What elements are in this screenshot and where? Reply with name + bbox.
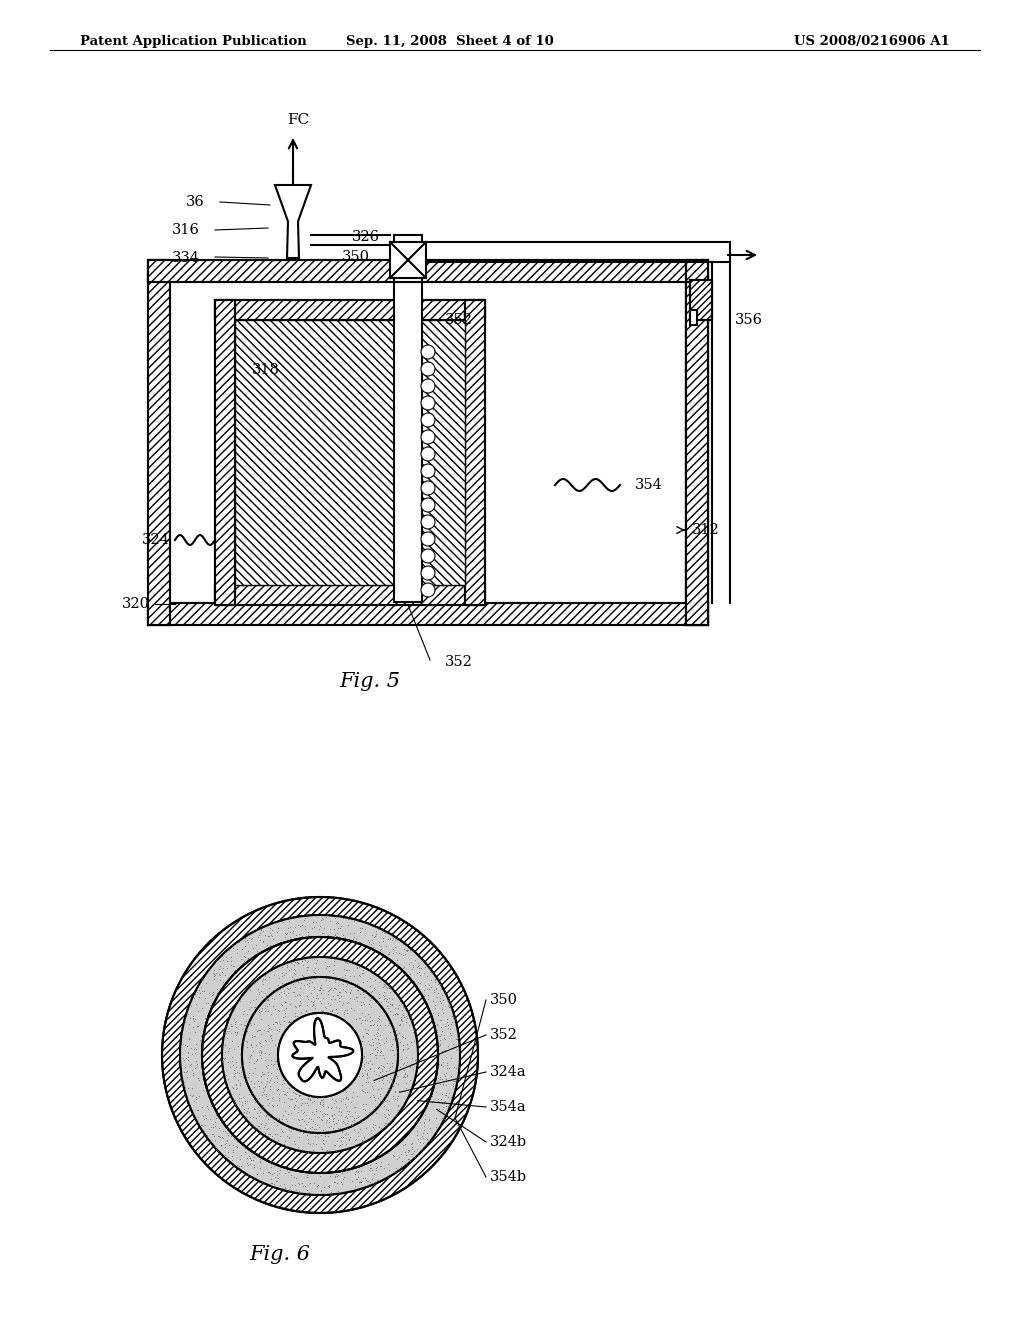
Text: 356: 356 <box>735 313 763 327</box>
Circle shape <box>202 937 438 1173</box>
Bar <box>690 280 712 319</box>
Bar <box>170 282 686 603</box>
Circle shape <box>421 515 435 529</box>
Polygon shape <box>275 185 311 257</box>
Text: 352: 352 <box>445 655 473 669</box>
Circle shape <box>421 532 435 546</box>
Bar <box>148 260 170 624</box>
Text: 324: 324 <box>142 533 170 546</box>
Text: Sep. 11, 2008  Sheet 4 of 10: Sep. 11, 2008 Sheet 4 of 10 <box>346 36 554 48</box>
Text: Patent Application Publication: Patent Application Publication <box>80 36 307 48</box>
Circle shape <box>421 566 435 579</box>
Circle shape <box>202 937 438 1173</box>
Circle shape <box>421 583 435 597</box>
Text: 36: 36 <box>186 195 205 209</box>
Circle shape <box>162 898 478 1213</box>
Bar <box>465 300 485 605</box>
Circle shape <box>421 549 435 564</box>
Text: 350: 350 <box>490 993 518 1007</box>
Bar <box>215 300 234 605</box>
Circle shape <box>421 379 435 393</box>
Circle shape <box>421 345 435 359</box>
Circle shape <box>180 915 460 1195</box>
Circle shape <box>278 1012 362 1097</box>
Circle shape <box>222 957 418 1152</box>
Text: Fig. 5: Fig. 5 <box>340 672 400 690</box>
Circle shape <box>421 413 435 426</box>
Circle shape <box>222 957 418 1152</box>
Bar <box>394 282 422 602</box>
Text: 334: 334 <box>172 251 200 265</box>
Bar <box>234 319 465 585</box>
Bar <box>215 300 485 319</box>
Bar <box>215 300 485 319</box>
Bar <box>390 242 426 279</box>
Text: 326: 326 <box>352 230 380 244</box>
Circle shape <box>180 915 460 1195</box>
Text: 316: 316 <box>172 223 200 238</box>
Bar <box>148 260 708 282</box>
Circle shape <box>421 465 435 478</box>
Circle shape <box>242 977 398 1133</box>
Bar <box>234 319 465 585</box>
Text: 354b: 354b <box>490 1170 527 1184</box>
Bar <box>148 603 708 624</box>
Bar <box>465 300 485 605</box>
Text: 352: 352 <box>445 313 473 327</box>
Text: US 2008/0216906 A1: US 2008/0216906 A1 <box>795 36 950 48</box>
Circle shape <box>421 498 435 512</box>
Bar <box>394 235 422 282</box>
Bar <box>215 300 234 605</box>
Text: 320: 320 <box>122 597 150 611</box>
Bar <box>148 260 708 282</box>
Text: 312: 312 <box>692 523 720 537</box>
Circle shape <box>421 396 435 411</box>
Text: 354a: 354a <box>490 1100 526 1114</box>
Text: 350: 350 <box>342 249 370 264</box>
Bar <box>148 260 170 624</box>
Circle shape <box>421 447 435 461</box>
Text: 324b: 324b <box>490 1135 527 1148</box>
Circle shape <box>242 977 398 1133</box>
Bar <box>686 282 708 624</box>
Bar <box>690 310 697 325</box>
Text: 352: 352 <box>490 1028 518 1041</box>
Text: 324a: 324a <box>490 1065 526 1078</box>
Circle shape <box>421 480 435 495</box>
Text: 354: 354 <box>635 478 663 492</box>
Circle shape <box>421 362 435 376</box>
Circle shape <box>421 430 435 444</box>
Bar <box>686 260 708 624</box>
Polygon shape <box>293 1018 353 1081</box>
Text: 318: 318 <box>252 363 280 378</box>
Bar <box>215 585 485 605</box>
Bar <box>686 260 708 624</box>
Bar <box>686 282 708 624</box>
Text: FC: FC <box>287 114 309 127</box>
Text: Fig. 6: Fig. 6 <box>250 1245 310 1265</box>
Bar <box>215 585 485 605</box>
Bar <box>148 603 708 624</box>
Bar <box>690 280 712 319</box>
Circle shape <box>278 1012 362 1097</box>
